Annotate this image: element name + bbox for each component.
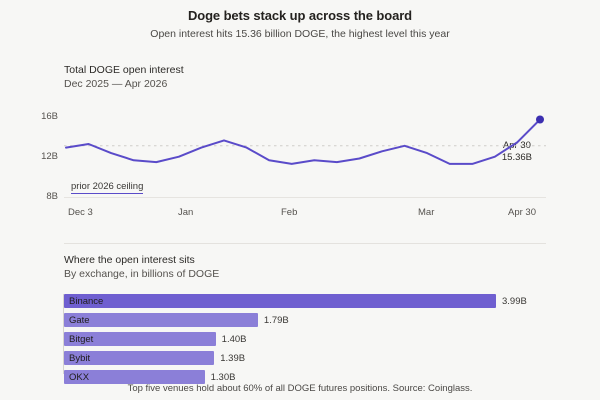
baseline-gridline — [64, 197, 546, 198]
bar-row[interactable]: Bitget 1.40B — [64, 332, 544, 348]
x-axis-tick-mar: Mar — [418, 207, 435, 218]
bar-value-label: 3.99B — [502, 296, 527, 307]
bar-fill — [64, 370, 205, 384]
line-plot-area — [64, 106, 546, 196]
bar-category-label: Binance — [69, 296, 104, 307]
bar-category-label: Bybit — [69, 353, 91, 364]
bar-chart-axis — [63, 294, 64, 374]
bar-row[interactable]: OKX 1.30B — [64, 370, 544, 386]
bar-fill — [64, 351, 215, 365]
y-axis-tick-16b: 16B — [41, 111, 58, 122]
open-interest-line — [65, 118, 541, 165]
bar-row[interactable]: Gate 1.79B — [64, 313, 544, 329]
bar-value-label: 1.39B — [220, 353, 246, 364]
bar-value-label: 1.30B — [210, 372, 236, 383]
chart-footnote: Top five venues hold about 60% of all DO… — [127, 383, 473, 394]
bar-category-label: OKX — [69, 372, 90, 383]
bar-fill — [64, 332, 216, 346]
x-axis-tick-jan: Jan — [178, 207, 194, 218]
bar-chart-subtitle: By exchange, in billions of DOGE — [64, 268, 220, 280]
bar-fill — [64, 294, 496, 308]
line-chart-title: Total DOGE open interest — [64, 64, 184, 76]
bar-chart-panel: Where the open interest sits By exchange… — [0, 250, 600, 400]
x-axis-tick-apr30: Apr 30 — [508, 207, 536, 218]
bar-row[interactable]: Binance 3.99B — [64, 294, 544, 310]
endpoint-dot — [536, 115, 544, 124]
x-axis-tick-dec3: Dec 3 — [68, 207, 93, 218]
bar-category-label: Gate — [69, 315, 90, 326]
bar-chart-title: Where the open interest sits — [64, 254, 195, 266]
bar-category-label: Bitget — [69, 334, 94, 345]
page-subtitle: Open interest hits 15.36 billion DOGE, t… — [150, 28, 450, 40]
bar-value-label: 1.79B — [263, 315, 289, 326]
endpoint-annotation-value: 15.36B — [501, 151, 532, 163]
line-chart-svg — [64, 115, 546, 165]
y-axis-tick-12b: 12B — [41, 151, 58, 162]
y-axis-tick-8b: 8B — [46, 191, 58, 202]
x-axis-tick-feb: Feb — [281, 207, 298, 218]
line-chart-panel: Total DOGE open interest Dec 2025 — Apr … — [0, 58, 600, 230]
line-chart-subtitle: Dec 2025 — Apr 2026 — [64, 78, 168, 90]
bar-value-label: 1.40B — [221, 334, 247, 345]
section-divider — [64, 243, 546, 244]
page-title: Doge bets stack up across the board — [187, 8, 413, 23]
bar-fill — [64, 313, 258, 327]
bar-row[interactable]: Bybit 1.39B — [64, 351, 544, 367]
endpoint-annotation: Apr 30 15.36B — [502, 140, 532, 164]
bar-chart-rows: Binance 3.99B Gate 1.79B Bitget 1.40B Bybit 1.3… — [64, 294, 544, 389]
endpoint-annotation-date: Apr 30 — [502, 140, 531, 151]
prior-ceiling-label: prior 2026 ceiling — [71, 181, 144, 194]
